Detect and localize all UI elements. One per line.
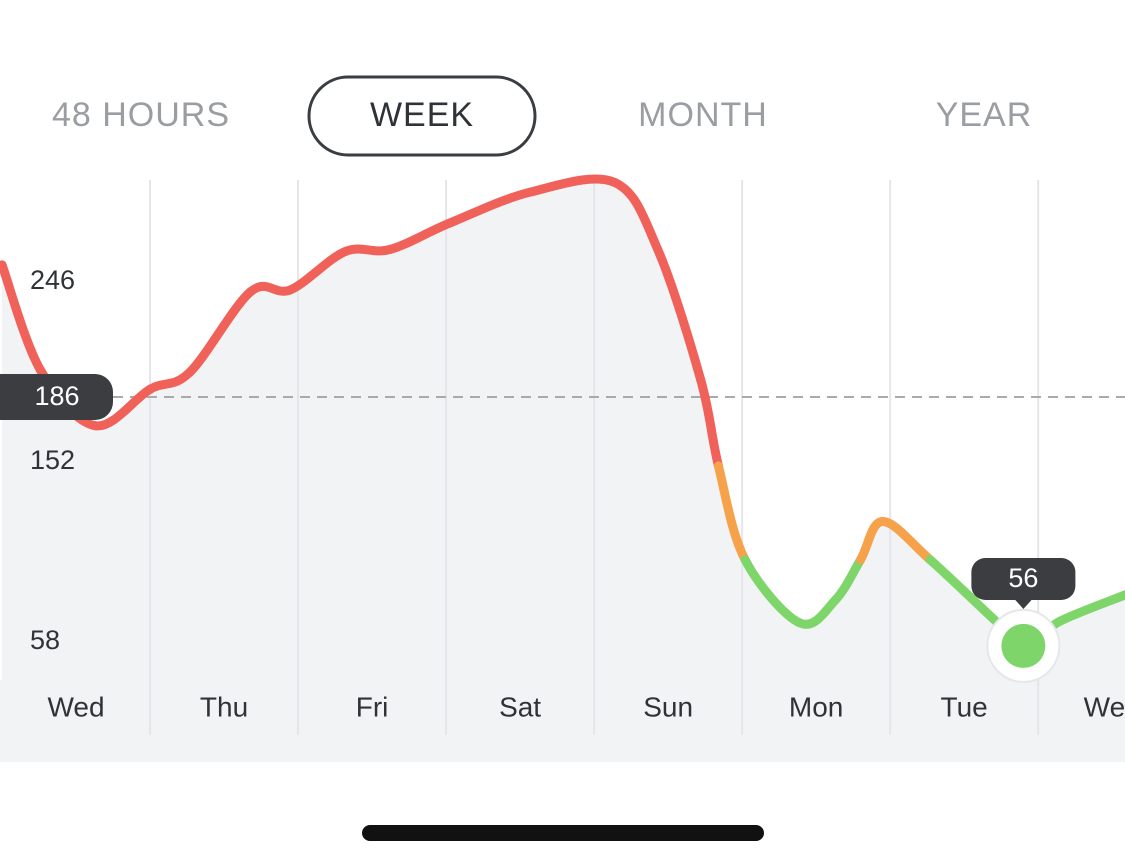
line-segment	[446, 187, 535, 228]
y-tick-label: 246	[30, 265, 75, 295]
y-tick-label: 58	[30, 625, 60, 655]
line-segment	[713, 461, 750, 565]
line-segment	[525, 174, 620, 197]
line-segment	[90, 384, 155, 431]
line-segment	[246, 282, 296, 297]
tooltip-pointer	[1014, 599, 1033, 609]
reference-label: 186	[34, 381, 79, 411]
tooltip-label: 56	[1008, 563, 1038, 593]
x-tick-label: Thu	[200, 691, 248, 722]
tab[interactable]: WEEK	[370, 96, 474, 134]
x-tick-label: Sat	[499, 691, 541, 722]
tab-selected-pill	[307, 75, 537, 157]
line-segment	[286, 246, 350, 295]
line-segment	[340, 244, 395, 256]
x-tick-label: Wed	[1084, 691, 1125, 722]
y-tick-label: 152	[30, 445, 75, 475]
line-segment	[1055, 590, 1125, 626]
x-tick-label: Wed	[47, 691, 104, 722]
tab[interactable]: YEAR	[936, 96, 1033, 134]
line-segment	[385, 218, 456, 255]
line-segment	[878, 516, 935, 565]
line-segment	[185, 287, 256, 377]
tab[interactable]: MONTH	[638, 96, 768, 134]
x-tick-label: Sun	[643, 691, 693, 722]
tooltip-box	[971, 558, 1076, 600]
reference-badge	[0, 373, 113, 420]
line-segment	[696, 375, 723, 471]
chart: 58 152 246 186 Wed Thu Fri Sat Sun Mon Tue Wed 56	[0, 174, 1125, 762]
range-tabs: 48 HOURS WEEK MONTH YEAR	[52, 75, 1033, 157]
line-segment	[0, 260, 45, 375]
area	[2, 179, 1125, 762]
tab[interactable]: 48 HOURS	[52, 96, 230, 134]
line-segment	[740, 555, 805, 628]
line-segment	[653, 245, 706, 385]
label-strip	[0, 680, 1125, 762]
line-segment	[610, 177, 663, 255]
x-tick-label: Fri	[356, 691, 389, 722]
selected-point	[1001, 623, 1046, 668]
x-tick-label: Tue	[941, 691, 988, 722]
home-indicator	[362, 825, 764, 841]
line-segment	[925, 555, 1005, 630]
line-segment	[145, 367, 195, 394]
x-tick-label: Mon	[789, 691, 843, 722]
